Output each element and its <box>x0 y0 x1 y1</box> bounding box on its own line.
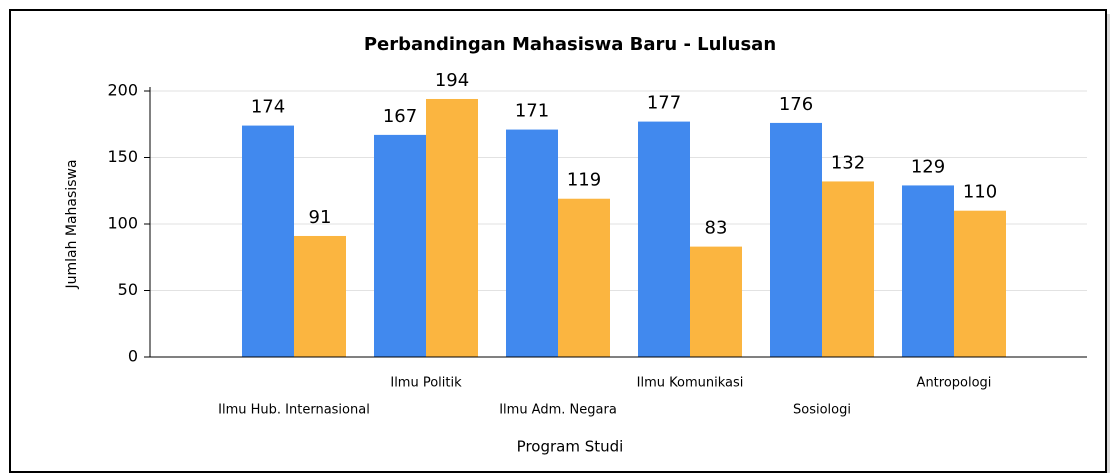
bar <box>242 125 294 357</box>
bar <box>690 246 742 357</box>
y-tick-label: 150 <box>107 147 138 166</box>
data-label: 83 <box>705 218 728 239</box>
x-tick-label: Antropologi <box>917 376 992 391</box>
chart-title: Perbandingan Mahasiswa Baru - Lulusan <box>364 34 776 55</box>
data-label: 132 <box>831 152 865 173</box>
data-label: 174 <box>251 97 285 118</box>
bar <box>902 185 954 357</box>
data-label: 129 <box>911 156 945 177</box>
bar <box>770 122 822 357</box>
data-label: 167 <box>383 106 417 127</box>
bar <box>294 235 346 357</box>
bar <box>638 121 690 357</box>
x-tick-label: Ilmu Komunikasi <box>637 376 744 391</box>
y-tick-label: 0 <box>128 347 138 366</box>
data-label: 119 <box>567 170 601 191</box>
y-tick-label: 50 <box>118 280 138 299</box>
bar <box>506 129 558 357</box>
data-label: 91 <box>309 207 332 228</box>
y-tick-label: 100 <box>107 214 138 233</box>
bar <box>822 181 874 357</box>
bar <box>558 198 610 357</box>
data-label: 194 <box>435 70 469 91</box>
data-label: 171 <box>515 101 549 122</box>
x-tick-label: Sosiologi <box>793 403 851 418</box>
bar <box>426 98 478 357</box>
data-label: 110 <box>963 182 997 203</box>
data-label: 176 <box>779 94 813 115</box>
y-tick-label: 200 <box>107 81 138 100</box>
x-tick-label: Ilmu Hub. Internasional <box>218 403 370 418</box>
x-axis-label: Program Studi <box>517 438 624 456</box>
x-tick-label: Ilmu Adm. Negara <box>499 403 617 418</box>
bar <box>374 134 426 357</box>
x-tick-label: Ilmu Politik <box>390 376 462 391</box>
bar <box>954 210 1006 357</box>
y-axis-label: Jumlah Mahasiswa <box>64 159 80 289</box>
data-label: 177 <box>647 93 681 114</box>
